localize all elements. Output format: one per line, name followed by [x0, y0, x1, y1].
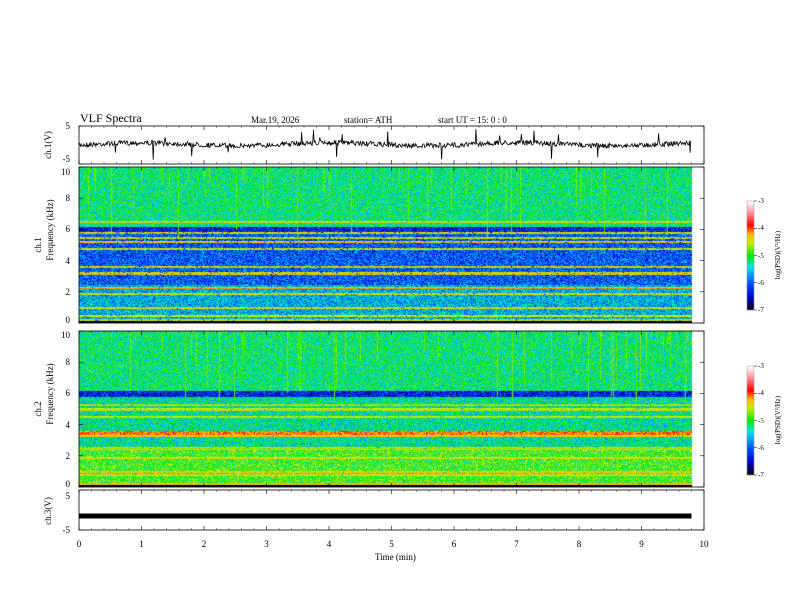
x-tick-label: 9 — [639, 539, 644, 549]
ch1-spectrogram-colorbar-tick-label: -5 — [758, 251, 764, 260]
ch1-spectrogram-ytick-label: 6 — [65, 224, 71, 235]
ch1-spectrogram-colorbar-tick-label: -7 — [758, 306, 764, 314]
ch2-spectrogram-colorbar-tick-label: -3 — [758, 362, 764, 370]
ch2-spectrogram-colorbar-tick-label: -6 — [758, 443, 764, 452]
ch1-spectrogram-ytick-label: 2 — [65, 286, 71, 297]
figure-title: VLF Spectra — [80, 111, 142, 125]
x-tick-label: 0 — [76, 539, 82, 549]
ch1-spectrogram-frame — [78, 166, 705, 324]
ch1-ylabel: ch.1(V) — [43, 131, 53, 159]
ch2-spectrogram-ytick-label: 2 — [65, 450, 71, 461]
x-tick-label: 10 — [699, 539, 709, 549]
date-label: Mar.19, 2026 — [251, 115, 300, 125]
ch2-spectrogram-colorbar-tick-label: -4 — [758, 389, 764, 398]
ch2-spectrogram-colorbar-tick-label: -5 — [758, 416, 764, 425]
x-tick-label: 4 — [326, 539, 332, 549]
ch2-spectrogram-ytick-label: 8 — [65, 357, 71, 368]
x-tick-label: 6 — [451, 539, 457, 549]
ch1-spectrogram-colorbar-tick-label: -3 — [758, 197, 764, 205]
ch1-spectrogram-ytick-label: 4 — [65, 255, 71, 266]
ch1-spec-ylabel: Frequency (kHz) — [45, 199, 55, 261]
ch2-spec-ylabel: Frequency (kHz) — [45, 363, 55, 425]
ch2-spectrogram-frame — [78, 330, 705, 488]
ch1-spectrogram-ytick-label: 10 — [61, 167, 70, 177]
colorbar1-label: log(PSD)(V²/Hz) — [774, 230, 782, 280]
ch2-spectrogram-colorbar — [746, 365, 755, 476]
x-tick-label: 7 — [514, 539, 519, 549]
ch3-ylabel: ch.3(V) — [43, 497, 53, 525]
ch1-spec-ylabel-top: ch.1 — [33, 237, 43, 253]
ch1-spectrogram-colorbar-tick-label: -6 — [758, 278, 764, 287]
ch2-spectrogram-ytick-label: 10 — [61, 330, 70, 340]
ch1-waveform-ytick-label: 5 — [65, 121, 71, 131]
ch2-spec-ylabel-top: ch.2 — [33, 401, 43, 417]
ch3-waveform-line — [79, 513, 692, 519]
x-tick-label: 3 — [264, 539, 269, 549]
station-label: station= ATH — [344, 115, 393, 125]
x-tick-label: 2 — [201, 539, 207, 549]
ch2-spectrogram-ytick-label: 6 — [65, 388, 71, 399]
x-axis-label: Time (min) — [375, 552, 416, 562]
ch3-waveform-ytick-label: 5 — [65, 491, 71, 501]
ch2-spectrogram-colorbar-tick-label: -7 — [758, 471, 764, 479]
colorbar2-label: log(PSD)(V²/Hz) — [774, 395, 782, 445]
ch3-waveform-ytick-label: -5 — [62, 525, 71, 535]
x-tick-label: 8 — [576, 539, 582, 549]
ch1-waveform-line — [78, 129, 692, 160]
ch2-spectrogram-ytick-label: 4 — [65, 419, 71, 430]
ch1-spectrogram-ytick-label: 8 — [65, 193, 71, 204]
ch1-waveform-ytick-label: -5 — [62, 154, 71, 164]
start-time-label: start UT = 15: 0 : 0 — [438, 115, 507, 125]
ch1-spectrogram-colorbar-tick-label: -4 — [758, 224, 764, 233]
ch2-spectrogram-ytick-label: 0 — [65, 479, 71, 489]
x-tick-label: 1 — [139, 539, 144, 549]
ch1-spectrogram-colorbar — [746, 200, 755, 311]
x-tick-label: 5 — [389, 539, 394, 549]
ch3-waveform-frame — [78, 489, 705, 531]
ch1-spectrogram-ytick-label: 0 — [65, 315, 71, 325]
